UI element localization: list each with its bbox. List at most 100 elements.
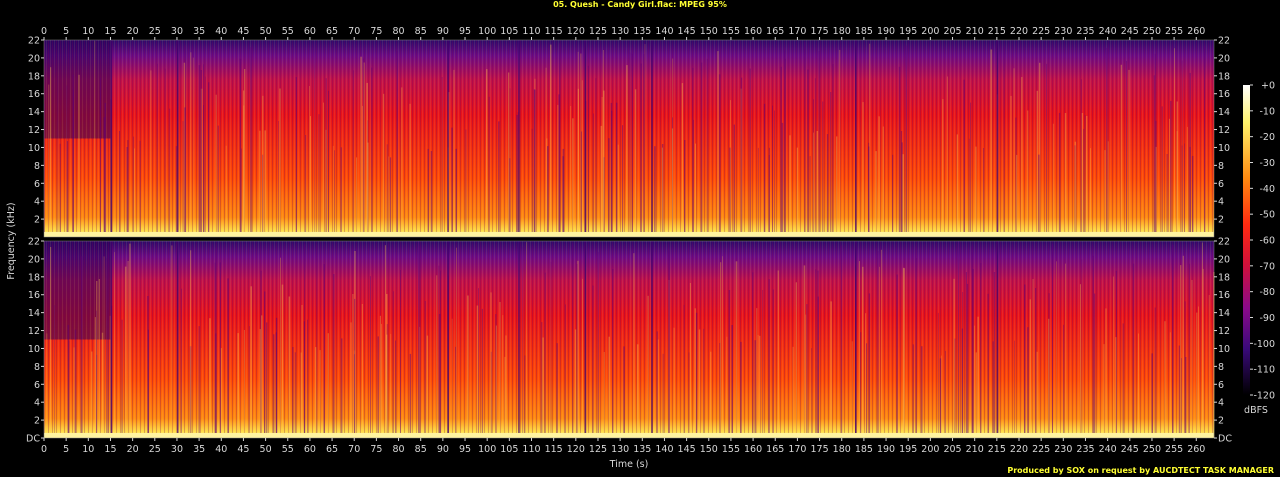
x-tick-label: 5	[63, 444, 69, 455]
transient-line	[868, 293, 871, 438]
transient-line	[576, 264, 578, 438]
x-tick-label: 115	[545, 444, 563, 455]
transient-line	[695, 143, 696, 237]
y-tick-label: 12	[1218, 326, 1230, 337]
x-tick-label: 15	[104, 26, 116, 37]
transient-line	[597, 251, 599, 438]
x-tick-label: 45	[237, 26, 249, 37]
transient-line	[208, 82, 210, 237]
transient-line	[181, 288, 182, 438]
transient-line	[1081, 259, 1083, 438]
y-tick-label: 12	[28, 125, 40, 136]
transient-line	[869, 43, 871, 238]
transient-line	[792, 346, 794, 438]
colorbar-tick-label: -110	[1253, 365, 1275, 376]
transient-line	[785, 58, 786, 237]
transient-line	[634, 89, 637, 237]
transient-line	[541, 322, 543, 438]
transient-line	[147, 296, 149, 438]
section-break	[855, 40, 857, 237]
x-tick-label: 10	[82, 26, 94, 37]
transient-line	[689, 283, 691, 438]
x-tick-label: 260	[1187, 26, 1205, 37]
y-tick-label: 4	[34, 197, 40, 208]
transient-line	[1126, 60, 1127, 238]
x-tick-label: 70	[348, 444, 360, 455]
transient-line	[1155, 120, 1157, 237]
transient-line	[1081, 113, 1084, 237]
colorbar-tick-label: -40	[1259, 184, 1275, 195]
transient-line	[203, 105, 204, 237]
transient-line	[622, 125, 624, 237]
transient-line	[1184, 301, 1186, 438]
transient-line	[781, 122, 784, 237]
transient-line	[757, 335, 759, 438]
transient-line	[157, 63, 158, 238]
transient-line	[672, 117, 673, 237]
transient-line	[189, 346, 192, 438]
transient-line	[774, 110, 775, 237]
transient-line	[309, 86, 310, 237]
transient-line	[789, 135, 791, 237]
credit-text: Produced by SOX on request by AUCDTECT T…	[1007, 466, 1274, 475]
transient-line	[278, 121, 279, 237]
transient-line	[780, 66, 782, 237]
transient-line	[98, 279, 100, 438]
transient-line	[877, 250, 879, 438]
x-tick-label: 190	[877, 26, 895, 37]
x-tick-label: 90	[437, 444, 449, 455]
transient-line	[730, 100, 731, 237]
transient-line	[580, 53, 582, 237]
x-tick-label: 175	[810, 444, 828, 455]
x-tick-label: 220	[1010, 444, 1028, 455]
transient-line	[353, 354, 355, 438]
x-tick-label: 250	[1143, 26, 1161, 37]
y-tick-label: 20	[28, 254, 40, 265]
transient-line	[1189, 263, 1190, 438]
x-tick-label: 80	[392, 444, 404, 455]
transient-line	[127, 140, 129, 237]
transient-line	[772, 289, 774, 438]
transient-line	[603, 352, 605, 438]
transient-line	[363, 62, 365, 237]
transient-line	[832, 64, 834, 237]
transient-line	[467, 295, 469, 438]
transient-line	[367, 142, 369, 237]
transient-line	[509, 158, 511, 237]
y-tick-label: 14	[28, 107, 40, 118]
transient-line	[1181, 145, 1183, 237]
transient-line	[129, 243, 131, 438]
section-break	[518, 40, 520, 237]
x-tick-label: 200	[921, 26, 939, 37]
channel-panel-1	[43, 39, 1215, 238]
transient-line	[668, 250, 670, 438]
colorbar-tick-label: -10	[1259, 106, 1275, 117]
transient-line	[826, 134, 829, 237]
x-tick-label: 210	[966, 26, 984, 37]
x-tick-label: 40	[215, 444, 227, 455]
transient-line	[626, 65, 628, 237]
transient-line	[509, 88, 511, 237]
x-tick-label: 190	[877, 444, 895, 455]
transient-line	[323, 102, 324, 237]
y-tick-label: 2	[1218, 215, 1224, 226]
transient-line	[304, 244, 306, 438]
y-axis-label: Frequency (kHz)	[6, 202, 17, 279]
transient-line	[1015, 117, 1017, 237]
transient-line	[784, 50, 786, 237]
transient-line	[961, 328, 963, 438]
transient-line	[1048, 293, 1050, 438]
transient-line	[106, 258, 108, 438]
transient-line	[803, 265, 806, 438]
transient-line	[683, 304, 685, 438]
transient-line	[661, 144, 664, 237]
transient-line	[550, 261, 552, 438]
transient-line	[1181, 358, 1182, 438]
transient-line	[260, 270, 262, 438]
transient-line	[250, 47, 252, 238]
transient-line	[1185, 357, 1187, 438]
transient-line	[1094, 293, 1096, 438]
transient-line	[327, 333, 329, 438]
transient-line	[1154, 307, 1156, 438]
transient-line	[631, 53, 633, 238]
